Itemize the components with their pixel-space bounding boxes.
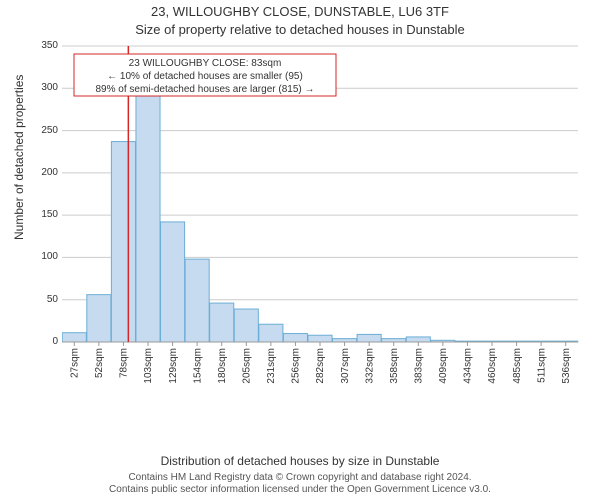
- x-tick-label: 460sqm: [487, 348, 498, 384]
- histogram-bar: [234, 309, 258, 342]
- x-tick-label: 103sqm: [143, 348, 154, 384]
- annotation-line: ← 10% of detached houses are smaller (95…: [107, 71, 303, 82]
- histogram-plot: 27sqm 52sqm 78sqm 103sqm 129sqm 154sqm 180sqm 2…: [62, 42, 582, 402]
- x-tick-label: 409sqm: [438, 348, 449, 384]
- y-tick-label: 50: [32, 294, 58, 305]
- x-axis-label: Distribution of detached houses by size …: [0, 454, 600, 468]
- histogram-bar: [357, 334, 381, 342]
- x-tick-label: 383sqm: [413, 348, 424, 384]
- x-tick-label: 27sqm: [69, 348, 80, 378]
- chart-title-line1: 23, WILLOUGHBY CLOSE, DUNSTABLE, LU6 3TF: [0, 4, 600, 19]
- x-tick-label: 205sqm: [241, 348, 252, 384]
- histogram-bar: [259, 324, 283, 342]
- histogram-bar: [62, 333, 86, 342]
- y-tick-label: 150: [32, 209, 58, 220]
- histogram-bar: [161, 222, 185, 342]
- x-tick-label: 485sqm: [512, 348, 523, 384]
- x-tick-label: 154sqm: [192, 348, 203, 384]
- y-tick-label: 0: [32, 336, 58, 347]
- histogram-bar: [406, 337, 430, 342]
- x-tick-label: 129sqm: [168, 348, 179, 384]
- x-tick-label: 536sqm: [561, 348, 572, 384]
- y-tick-label: 200: [32, 167, 58, 178]
- license-line1: Contains HM Land Registry data © Crown c…: [128, 472, 471, 483]
- histogram-bar: [333, 339, 357, 342]
- y-axis-label: Number of detached properties: [12, 75, 26, 240]
- x-tick-label: 231sqm: [266, 348, 277, 384]
- x-tick-label: 180sqm: [217, 348, 228, 384]
- annotation-line: 23 WILLOUGHBY CLOSE: 83sqm: [129, 58, 282, 69]
- chart-title-line2: Size of property relative to detached ho…: [0, 22, 600, 37]
- histogram-bar: [283, 334, 307, 342]
- histogram-bar: [87, 295, 111, 342]
- histogram-bar: [111, 142, 135, 342]
- y-tick-label: 300: [32, 82, 58, 93]
- histogram-bar: [185, 259, 209, 342]
- x-tick-label: 78sqm: [119, 348, 130, 378]
- histogram-bar: [210, 303, 234, 342]
- y-tick-label: 100: [32, 251, 58, 262]
- x-tick-label: 434sqm: [463, 348, 474, 384]
- x-tick-label: 256sqm: [291, 348, 302, 384]
- histogram-bar: [136, 94, 160, 342]
- histogram-bar: [308, 335, 332, 342]
- x-tick-label: 307sqm: [340, 348, 351, 384]
- x-tick-label: 332sqm: [364, 348, 375, 384]
- x-tick-label: 358sqm: [389, 348, 400, 384]
- y-tick-label: 250: [32, 125, 58, 136]
- y-tick-label: 350: [32, 40, 58, 51]
- license-line2: Contains public sector information licen…: [109, 484, 491, 495]
- x-tick-label: 282sqm: [315, 348, 326, 384]
- x-tick-label: 52sqm: [94, 348, 105, 378]
- license-text: Contains HM Land Registry data © Crown c…: [0, 472, 600, 496]
- x-tick-label: 511sqm: [536, 348, 547, 383]
- histogram-bar: [382, 339, 406, 342]
- annotation-line: 89% of semi-detached houses are larger (…: [95, 84, 314, 95]
